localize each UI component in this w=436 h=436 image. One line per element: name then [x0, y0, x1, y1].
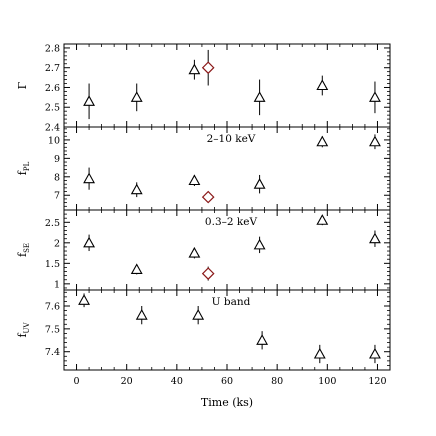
data-point-triangle	[188, 63, 201, 75]
x-tick-label: 0	[74, 376, 80, 387]
y-tick-label: 7.5	[45, 324, 60, 335]
data-point-triangle	[188, 246, 201, 258]
y-tick-label: 9	[54, 154, 60, 165]
y-tick-label: 8	[54, 172, 60, 183]
data-point-triangle	[316, 135, 329, 147]
x-tick-label: 60	[221, 376, 233, 387]
data-point-triangle	[135, 309, 148, 320]
data-point-triangle	[130, 263, 143, 275]
data-point-triangle	[83, 236, 96, 248]
x-tick-label: 80	[271, 376, 283, 387]
y-tick-label: 7	[54, 191, 60, 202]
y-tick-label: 7.4	[45, 347, 60, 358]
y-axis-title-main: f	[16, 333, 29, 338]
data-point-triangle	[78, 294, 90, 305]
y-tick-label: 1	[54, 279, 60, 290]
y-axis-title-main: Γ	[16, 81, 29, 89]
data-point-triangle	[316, 79, 329, 91]
y-axis-title-sub: SE	[23, 243, 31, 253]
y-axis-title: fSE	[16, 243, 31, 257]
x-tick-label: 120	[368, 376, 386, 387]
y-tick-label: 2.6	[45, 83, 60, 94]
data-point-triangle	[253, 91, 266, 102]
data-point-triangle	[253, 178, 266, 189]
data-point-diamond	[201, 267, 215, 280]
x-tick-label: 20	[121, 376, 133, 387]
y-tick-label: 10	[48, 135, 60, 146]
data-point-triangle	[192, 309, 205, 320]
y-tick-label: 2	[54, 238, 60, 249]
panel-2: 7 8 9 10 fPL 2–10 keV	[16, 126, 391, 211]
y-tick-label: 2.5	[45, 218, 60, 229]
data-point-triangle	[83, 172, 96, 184]
data-point-triangle	[130, 183, 143, 195]
y-axis-title: Γ	[16, 81, 29, 89]
data-point-triangle	[253, 238, 266, 250]
x-axis-title: Time (ks)	[201, 396, 253, 409]
panel-4: 7.4 7.5 7.6 fUV U band	[16, 289, 391, 371]
y-axis-title: fUV	[16, 322, 31, 338]
panel-1: 2.4 2.5 2.6 2.7 2.8 Γ	[16, 43, 391, 134]
data-point-triangle	[256, 334, 269, 345]
x-tick-label: 100	[318, 376, 336, 387]
data-point-triangle	[369, 91, 381, 102]
y-tick-label: 1.5	[45, 259, 60, 270]
y-axis-title: fPL	[16, 161, 31, 175]
data-point-triangle	[313, 347, 326, 359]
data-point-triangle	[369, 347, 381, 359]
y-tick-label: 2.4	[45, 123, 60, 134]
data-point-diamond	[201, 190, 215, 204]
y-axis-title-sub: UV	[23, 322, 31, 334]
data-point-triangle	[369, 232, 381, 244]
data-point-diamond	[201, 61, 215, 75]
data-point-triangle	[316, 214, 329, 225]
x-tick-label: 40	[171, 376, 183, 387]
y-axis-title-main: f	[16, 170, 29, 175]
panel-annotation: U band	[212, 296, 251, 308]
panel-annotation: 2–10 keV	[207, 133, 256, 145]
y-axis-title-main: f	[16, 252, 29, 257]
y-tick-label: 2.7	[45, 63, 60, 74]
y-tick-label: 2.8	[45, 43, 60, 54]
panel-frame	[63, 43, 391, 128]
panel-3: 1 1.5 2 2.5 fSE 0.3–2 keV	[16, 209, 391, 291]
panel-annotation: 0.3–2 keV	[205, 216, 258, 228]
y-tick-label: 7.6	[45, 302, 60, 313]
y-axis-title-sub: PL	[23, 161, 31, 171]
data-point-triangle	[130, 91, 143, 102]
data-point-triangle	[83, 95, 96, 106]
data-point-triangle	[369, 135, 381, 147]
data-point-triangle	[188, 174, 201, 186]
y-tick-label: 2.5	[45, 103, 60, 114]
